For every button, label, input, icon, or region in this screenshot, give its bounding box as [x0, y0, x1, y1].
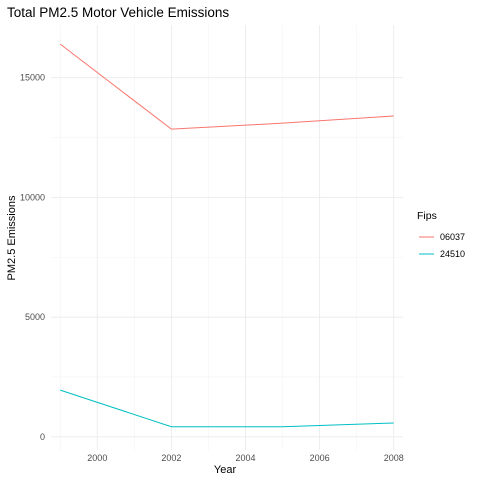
x-tick-label: 2008 — [384, 453, 404, 463]
y-tick-label: 5000 — [25, 312, 45, 322]
series-line-06037 — [59, 43, 394, 130]
legend-title: Fips — [417, 210, 437, 222]
legend-label-24510: 24510 — [440, 249, 465, 259]
x-tick-label: 2006 — [310, 453, 330, 463]
y-tick-label: 10000 — [20, 192, 45, 202]
plot-lines — [59, 43, 394, 428]
y-tick-label: 15000 — [20, 73, 45, 83]
x-tick-label: 2004 — [236, 453, 256, 463]
plot-grid — [51, 25, 403, 450]
legend-label-06037: 06037 — [440, 232, 465, 242]
series-line-24510 — [60, 389, 394, 428]
legend: Fips 06037 24510 — [417, 210, 465, 259]
x-axis-title: Year — [214, 464, 237, 476]
x-tick-label: 2002 — [161, 453, 181, 463]
y-axis-ticks: 0 5000 10000 15000 — [20, 73, 45, 442]
x-axis-ticks: 2000 2002 2004 2006 2008 — [87, 453, 403, 463]
y-axis-title: PM2.5 Emissions — [6, 195, 18, 280]
y-tick-label: 0 — [40, 432, 45, 442]
x-tick-label: 2000 — [87, 453, 107, 463]
chart-title: Total PM2.5 Motor Vehicle Emissions — [7, 5, 229, 20]
